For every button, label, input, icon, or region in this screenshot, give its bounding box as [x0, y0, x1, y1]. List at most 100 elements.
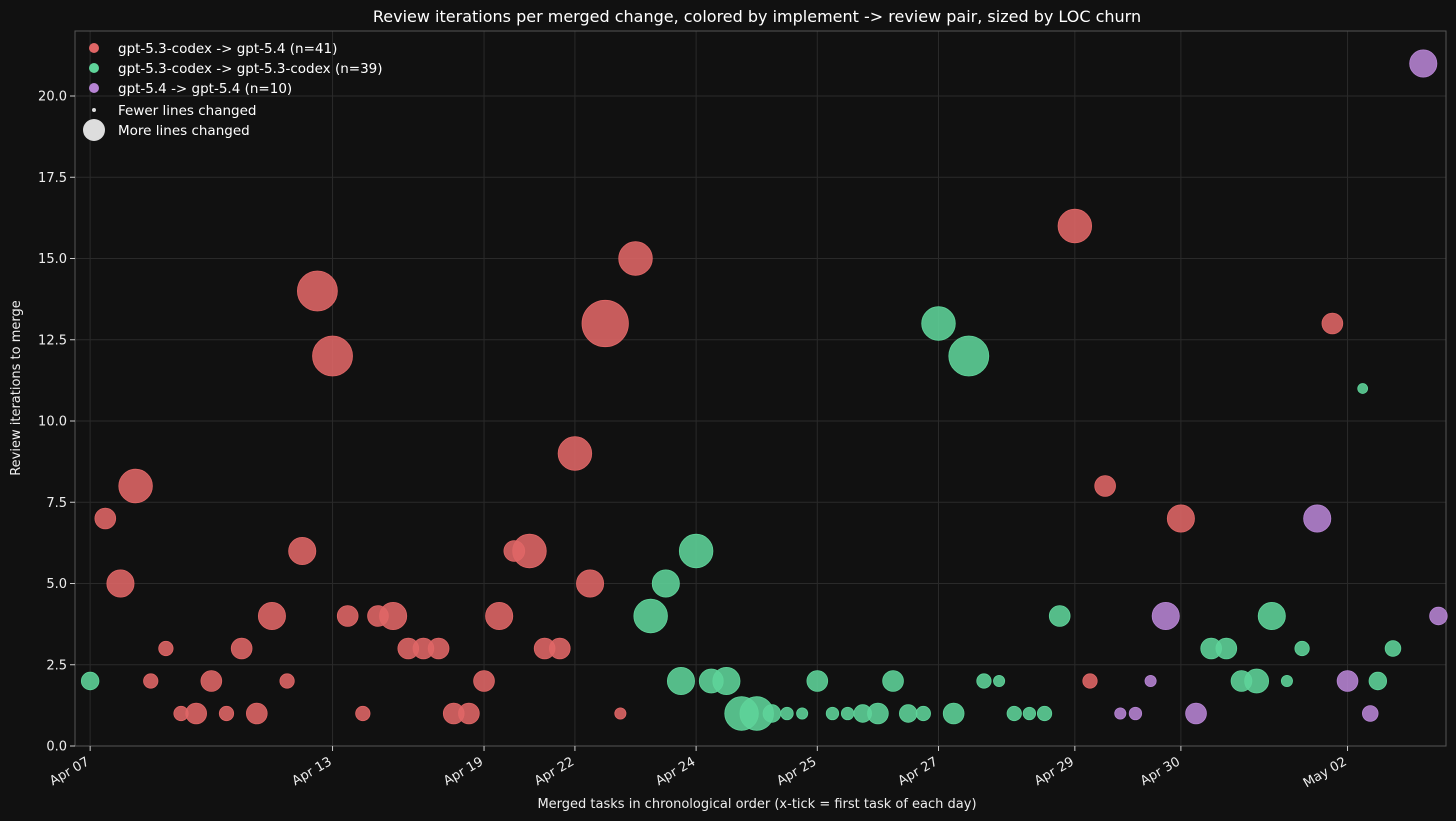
data-point	[512, 533, 547, 569]
data-point	[1384, 640, 1402, 657]
y-tick-label: 12.5	[38, 333, 67, 348]
data-point	[1303, 504, 1332, 533]
data-point	[355, 705, 371, 722]
data-point	[882, 670, 904, 692]
data-point	[948, 335, 990, 377]
data-point	[143, 673, 159, 689]
data-point	[762, 704, 782, 723]
data-point	[1166, 504, 1195, 533]
data-point	[336, 605, 359, 627]
data-point	[1057, 208, 1093, 244]
data-point	[1144, 675, 1157, 688]
data-points	[80, 49, 1448, 731]
y-tick-label: 20.0	[38, 90, 67, 105]
data-point	[485, 602, 514, 631]
legend-label: gpt-5.3-codex -> gpt-5.3-codex (n=39)	[118, 61, 383, 77]
data-point	[158, 640, 174, 657]
grid-lines	[75, 31, 1446, 747]
data-point	[867, 702, 889, 725]
data-point	[245, 702, 268, 725]
data-point	[614, 707, 627, 720]
legend-marker	[89, 83, 99, 93]
data-point	[915, 705, 931, 722]
data-point	[942, 702, 965, 725]
data-point	[796, 707, 809, 720]
data-point	[379, 602, 408, 631]
plot-frame	[74, 30, 1447, 747]
data-point	[1257, 602, 1286, 631]
data-point	[633, 598, 668, 634]
data-point	[94, 507, 117, 530]
data-point	[1409, 49, 1438, 78]
data-point	[1006, 705, 1022, 722]
series-0	[94, 208, 1344, 725]
data-point	[840, 706, 855, 721]
data-point	[1114, 707, 1127, 720]
data-point	[557, 436, 593, 471]
data-point	[1280, 675, 1293, 688]
data-point	[1362, 705, 1379, 722]
data-point	[427, 637, 450, 660]
data-point	[473, 670, 495, 692]
data-point	[1082, 673, 1098, 689]
y-tick-label: 17.5	[38, 171, 67, 186]
data-point	[976, 673, 992, 689]
data-point	[200, 670, 223, 692]
data-point	[780, 706, 794, 721]
data-point	[80, 671, 100, 691]
y-axis-ticks: 0.0 2.5 5.0 7.5 10.0 12.5 15.0 17.5 20.0	[38, 90, 75, 755]
data-point	[581, 299, 629, 348]
data-point	[1368, 671, 1388, 691]
size-legend-label: Fewer lines changed	[118, 103, 256, 119]
data-point	[1294, 640, 1310, 657]
data-point	[1036, 705, 1053, 722]
data-point	[296, 270, 338, 312]
series-2	[1114, 49, 1448, 725]
data-point	[678, 533, 714, 569]
data-point	[257, 602, 286, 631]
series-1	[80, 306, 1402, 731]
data-point	[1336, 670, 1359, 692]
data-point	[1429, 606, 1448, 626]
data-point	[1022, 706, 1037, 721]
legend-marker	[89, 63, 99, 73]
data-point	[118, 468, 153, 504]
data-point	[1357, 383, 1369, 394]
legend-label: gpt-5.3-codex -> gpt-5.4 (n=41)	[118, 41, 337, 57]
x-axis-title: Merged tasks in chronological order (x-t…	[537, 797, 976, 812]
y-tick-label: 5.0	[46, 577, 67, 592]
data-point	[666, 667, 695, 696]
size-legend-marker	[92, 108, 96, 112]
data-point	[458, 702, 480, 725]
data-point	[825, 706, 840, 721]
data-point	[218, 705, 235, 722]
y-tick-label: 7.5	[46, 496, 67, 511]
y-tick-label: 2.5	[46, 658, 67, 673]
data-point	[288, 537, 317, 566]
data-point	[1048, 605, 1071, 627]
data-point	[279, 673, 295, 689]
legend: gpt-5.3-codex -> gpt-5.4 (n=41) gpt-5.3-c…	[83, 41, 383, 141]
data-point	[899, 704, 918, 723]
data-point	[230, 637, 253, 660]
size-legend-marker	[83, 119, 105, 141]
data-point	[618, 241, 653, 276]
y-tick-label: 10.0	[38, 415, 67, 430]
data-point	[712, 667, 741, 696]
y-tick-label: 0.0	[46, 740, 67, 755]
data-point	[185, 702, 207, 725]
legend-label: gpt-5.4 -> gpt-5.4 (n=10)	[118, 81, 292, 97]
data-point	[993, 675, 1006, 688]
data-point	[806, 670, 829, 692]
data-point	[1185, 702, 1207, 725]
y-axis-title: Review iterations to merge	[9, 300, 24, 476]
legend-marker	[89, 43, 99, 53]
data-point	[651, 569, 680, 598]
data-point	[548, 637, 571, 660]
size-legend-label: More lines changed	[118, 123, 250, 139]
data-point	[1094, 475, 1116, 497]
data-point	[921, 306, 956, 341]
data-point	[312, 335, 353, 377]
data-point	[1244, 668, 1270, 694]
